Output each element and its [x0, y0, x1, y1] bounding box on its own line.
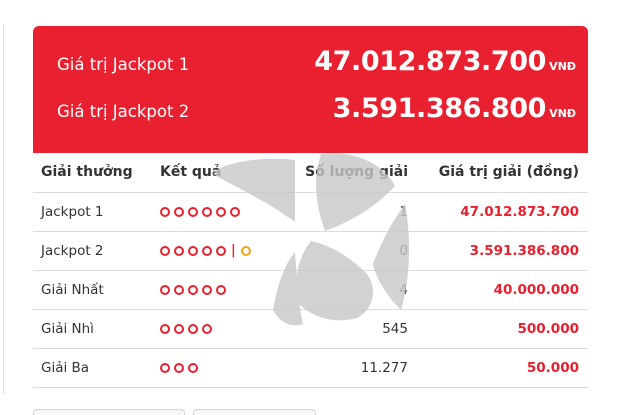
prize-value: 47.012.873.700: [415, 192, 588, 232]
number-ball-icon: [202, 284, 212, 295]
number-ball-icon: [160, 206, 170, 217]
winner-count: 11.277: [290, 348, 415, 388]
number-ball-icon: [188, 284, 198, 295]
number-ball-icon: [202, 245, 212, 256]
number-ball-icon: [160, 323, 170, 334]
winner-count: 545: [290, 309, 415, 349]
header-value: Giá trị giải (đồng): [415, 153, 588, 193]
winner-count: 4: [290, 270, 415, 310]
bottom-action-button-2[interactable]: [193, 409, 316, 415]
prize-name: Jackpot 2: [33, 231, 160, 271]
special-number-ball-icon: [240, 245, 251, 256]
prize-name: Giải Nhì: [33, 309, 160, 349]
jackpot-1-currency: VNĐ: [549, 60, 576, 73]
number-ball-icon: [188, 362, 198, 373]
number-ball-icon: [160, 284, 170, 295]
prize-name: Giải Ba: [33, 348, 160, 388]
number-ball-icon: [202, 323, 212, 334]
number-ball-icon: [216, 284, 226, 295]
header-count: Số lượng giải: [290, 153, 415, 193]
table-row: Giải Nhất 4 40.000.000: [33, 270, 588, 310]
table-row: Jackpot 1 1 47.012.873.700: [33, 192, 588, 232]
prize-value: 500.000: [415, 309, 588, 349]
jackpot-results-card: Giá trị Jackpot 1 47.012.873.700 VNĐ Giá …: [33, 26, 588, 388]
number-ball-icon: [174, 245, 184, 256]
jackpot-1-amount: 47.012.873.700: [314, 46, 547, 77]
prize-name: Jackpot 1: [33, 192, 160, 232]
number-ball-icon: [174, 284, 184, 295]
prize-value: 3.591.386.800: [415, 231, 588, 271]
special-separator: |: [231, 243, 236, 258]
jackpot-2-amount: 3.591.386.800: [332, 93, 547, 124]
number-ball-icon: [174, 206, 184, 217]
result-balls-cell: [160, 348, 290, 388]
jackpot-1-label: Giá trị Jackpot 1: [57, 55, 190, 74]
jackpot-1-value: 47.012.873.700 VNĐ: [314, 46, 576, 77]
jackpot-1-row: Giá trị Jackpot 1 47.012.873.700 VNĐ: [33, 46, 588, 86]
header-result: Kết quả: [160, 153, 290, 193]
result-balls: |: [160, 243, 251, 258]
number-ball-icon: [216, 245, 226, 256]
result-balls: [160, 206, 240, 217]
number-ball-icon: [174, 323, 184, 334]
header-prize: Giải thưởng: [33, 153, 160, 193]
winner-count: 1: [290, 192, 415, 232]
jackpot-header: Giá trị Jackpot 1 47.012.873.700 VNĐ Giá …: [33, 26, 588, 153]
number-ball-icon: [160, 362, 170, 373]
result-balls: [160, 323, 212, 334]
bottom-action-button-1[interactable]: [33, 409, 185, 415]
winner-count: 0: [290, 231, 415, 271]
jackpot-2-currency: VNĐ: [549, 107, 576, 120]
result-balls: [160, 362, 198, 373]
result-balls-cell: |: [160, 231, 290, 271]
result-balls: [160, 284, 226, 295]
number-ball-icon: [174, 362, 184, 373]
number-ball-icon: [202, 206, 212, 217]
result-balls-cell: [160, 309, 290, 349]
table-row: Giải Ba 11.277 50.000: [33, 348, 588, 388]
result-balls-cell: [160, 192, 290, 232]
jackpot-2-label: Giá trị Jackpot 2: [57, 102, 190, 121]
table-row: Jackpot 2 | 0 3.591.386.800: [33, 231, 588, 271]
table-row: Giải Nhì 545 500.000: [33, 309, 588, 349]
result-balls-cell: [160, 270, 290, 310]
prize-results-table: Giải thưởng Kết quả Số lượng giải Giá tr…: [33, 153, 588, 388]
prize-value: 40.000.000: [415, 270, 588, 310]
number-ball-icon: [160, 245, 170, 256]
table-header-row: Giải thưởng Kết quả Số lượng giải Giá tr…: [33, 153, 588, 193]
number-ball-icon: [230, 206, 240, 217]
jackpot-2-value: 3.591.386.800 VNĐ: [333, 93, 576, 124]
number-ball-icon: [188, 206, 198, 217]
number-ball-icon: [188, 323, 198, 334]
prize-name: Giải Nhất: [33, 270, 160, 310]
page-left-edge: [0, 24, 4, 394]
table-body: Jackpot 1 1 47.012.873.700 Jackpot 2 | 0 3.591…: [33, 192, 588, 388]
number-ball-icon: [216, 206, 226, 217]
prize-value: 50.000: [415, 348, 588, 388]
number-ball-icon: [188, 245, 198, 256]
jackpot-2-row: Giá trị Jackpot 2 3.591.386.800 VNĐ: [33, 93, 588, 133]
